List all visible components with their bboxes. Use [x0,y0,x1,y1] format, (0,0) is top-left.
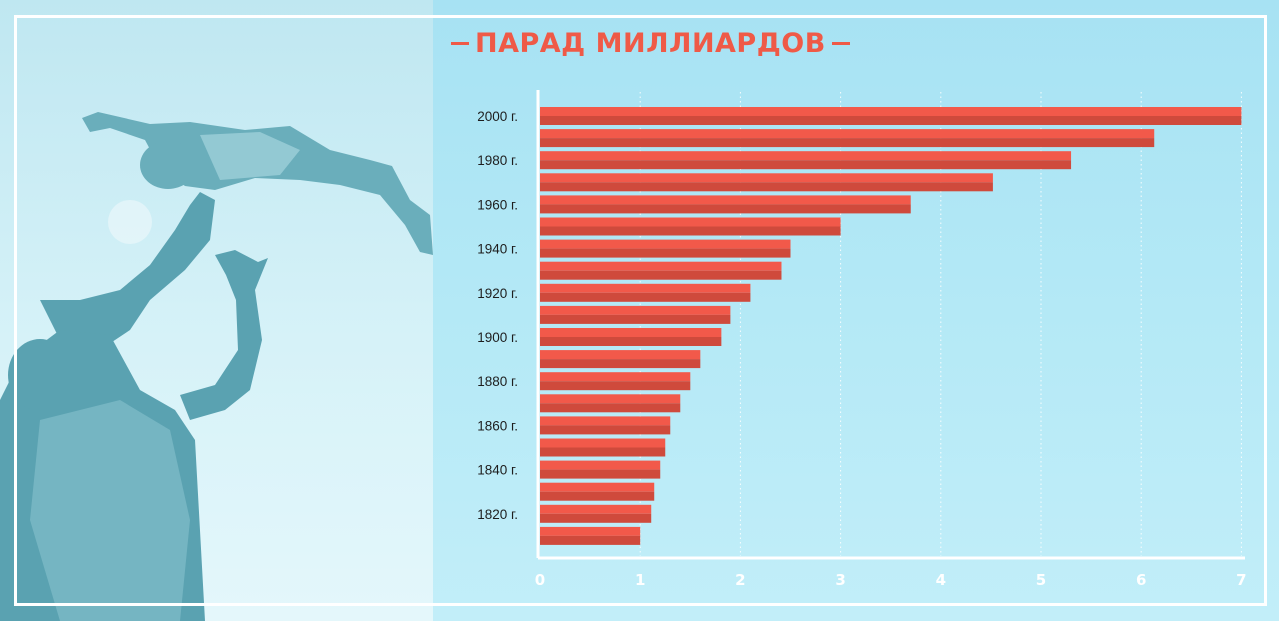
bar-bottom [540,425,671,435]
axes [536,90,1245,560]
bar-top [540,305,731,315]
bar-top [540,438,666,448]
bar [540,482,655,501]
bar-bottom [540,314,731,324]
bar-top [540,283,751,293]
bar-top [540,460,661,470]
bar-top [540,372,691,382]
bar [540,217,841,236]
bar-bottom [540,513,652,523]
bars [540,107,1242,545]
x-tick-label: 7 [1236,571,1246,589]
bar-top [540,239,791,249]
bar-bottom [540,292,751,302]
bar-bottom [540,469,661,479]
bar-bottom [540,337,722,346]
title-dash-left [451,42,469,45]
y-tick-label: 1960 г. [477,197,518,212]
bar-top [540,526,641,536]
bar [540,283,751,302]
chart-title-text: ПАРАД МИЛЛИАРДОВ [475,28,826,59]
y-tick-label: 2000 г. [477,109,518,124]
bar [540,173,993,192]
chart-title: ПАРАД МИЛЛИАРДОВ [445,28,856,59]
bar-bottom [540,381,691,391]
tick-labels: 0 1 2 3 4 5 6 7 2000 г. 1980 г. 1960 г. 1940 г. 1920… [477,109,1246,589]
bar [540,129,1155,148]
bar [540,460,661,479]
bar-bottom [540,204,911,214]
bar-bottom [540,403,681,413]
bar-bottom [540,248,791,258]
hero-photo [0,0,433,621]
bar-top [540,107,1242,116]
grid-lines [639,92,1242,556]
bar [540,504,652,523]
bar-bottom [540,359,701,369]
bar [540,394,681,413]
bar-bottom [540,447,666,457]
bar-top [540,151,1072,161]
bar-top [540,504,652,514]
bar-top [540,195,911,205]
bar [540,151,1072,170]
x-tick-label: 3 [835,571,845,589]
y-tick-label: 1920 г. [477,286,518,301]
x-tick-label: 2 [735,571,745,589]
bar-top [540,328,722,337]
bar-top [540,416,671,426]
father-child-illustration [0,112,433,621]
bar-bottom [540,535,641,545]
bar-bottom [540,226,841,236]
bar [540,438,666,457]
x-tick-label: 0 [535,571,545,589]
bar-bottom [540,182,993,192]
x-tick-label: 5 [1036,571,1046,589]
bar [540,526,641,545]
bar-bottom [540,270,782,280]
x-tick-label: 4 [936,571,946,589]
bar [540,372,691,391]
y-tick-label: 1860 г. [477,418,518,433]
bar-top [540,261,782,271]
bar-top [540,217,841,227]
bar-top [540,482,655,492]
y-tick-label: 1940 г. [477,242,518,257]
x-tick-label: 1 [635,571,645,589]
bar [540,328,722,346]
bar-bottom [540,491,655,501]
bar-top [540,173,993,183]
y-tick-label: 1840 г. [477,463,518,478]
bar-bottom [540,138,1155,148]
bar-top [540,394,681,404]
title-dash-right [831,42,850,45]
y-tick-label: 1900 г. [477,330,518,345]
bar-top [540,350,701,360]
bar [540,195,911,214]
bar [540,107,1242,125]
bar [540,261,782,280]
bar-top [540,129,1155,139]
bar [540,239,791,258]
bar-bottom [540,116,1242,125]
y-tick-label: 1880 г. [477,374,518,389]
y-tick-label: 1980 г. [477,153,518,168]
y-tick-label: 1820 г. [477,507,518,522]
bar-bottom [540,160,1072,170]
x-tick-label: 6 [1136,571,1146,589]
bar [540,305,731,324]
bar [540,350,701,369]
bar [540,416,671,435]
